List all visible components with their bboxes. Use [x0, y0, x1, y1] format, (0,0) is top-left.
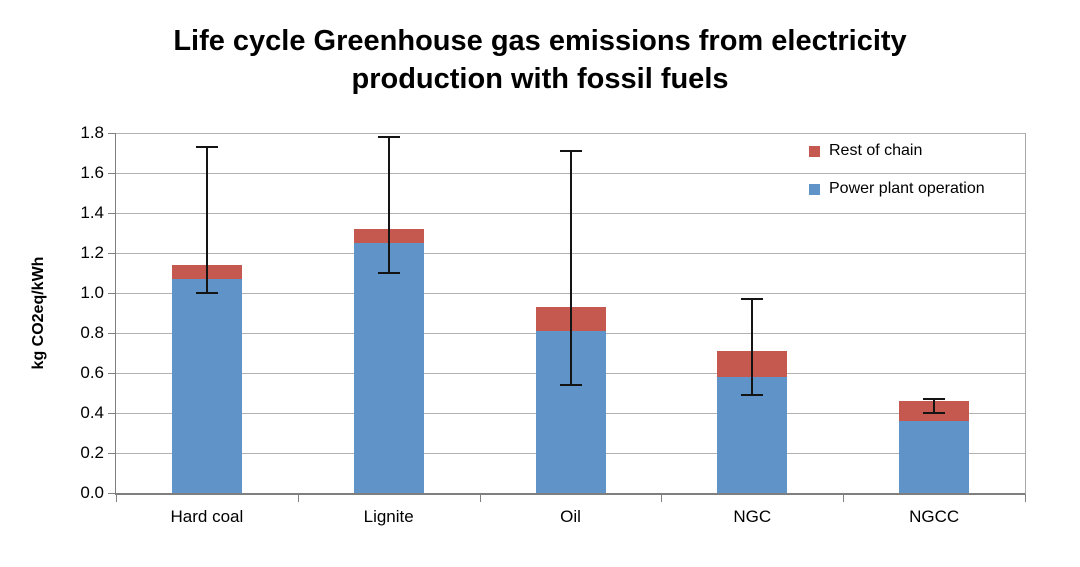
y-tick	[108, 333, 116, 334]
x-tick	[116, 495, 117, 502]
error-bar-cap-top	[195, 146, 218, 148]
error-bar-line	[569, 151, 572, 385]
x-axis-label: NGCC	[909, 507, 960, 526]
y-tick-label: 0.2	[80, 443, 104, 462]
y-tick	[108, 173, 116, 174]
error-bar-cap-bottom	[377, 272, 400, 274]
legend-swatch-rest-of-chain	[809, 145, 820, 157]
y-tick-label: 1.8	[80, 123, 104, 142]
legend-item-power-plant-operation: Power plant operation	[809, 179, 985, 199]
x-tick	[479, 495, 481, 502]
bar-segment-power-plant-operation	[171, 279, 242, 493]
y-tick	[108, 253, 116, 254]
x-axis-label: Lignite	[363, 507, 414, 526]
gridline	[116, 133, 1025, 134]
y-tick-label: 1.0	[80, 283, 104, 302]
y-tick	[108, 453, 116, 454]
legend-item-rest-of-chain: Rest of chain	[809, 141, 985, 161]
legend-label-power-plant-operation: Power plant operation	[829, 180, 985, 197]
y-axis-title: kg CO2eq/kWh	[30, 256, 47, 370]
x-tick	[661, 495, 663, 502]
bar-segment-power-plant-operation	[717, 377, 788, 493]
y-tick-label: 1.6	[80, 163, 104, 182]
bar-segment-power-plant-operation	[353, 243, 424, 493]
legend-swatch-power-plant-operation	[809, 183, 820, 195]
error-bar-cap-bottom	[923, 412, 946, 414]
error-bar-cap-top	[377, 136, 400, 138]
y-tick-label: 0.0	[80, 483, 104, 502]
error-bar-cap-bottom	[195, 292, 218, 294]
bar-segment-power-plant-operation	[899, 421, 970, 493]
y-tick-label: 1.4	[80, 203, 104, 222]
y-tick	[108, 213, 116, 214]
error-bar-cap-top	[559, 150, 582, 152]
legend-label-rest-of-chain: Rest of chain	[829, 142, 923, 159]
error-bar-cap-bottom	[559, 384, 582, 386]
y-tick-label: 0.6	[80, 363, 104, 382]
error-bar-line	[751, 299, 754, 395]
y-tick-label: 0.8	[80, 323, 104, 342]
plot-area: Rest of chain Power plant operation 0.0 0…	[80, 123, 1026, 526]
y-tick	[108, 293, 116, 294]
legend: Rest of chain Power plant operation	[809, 141, 985, 217]
error-bar-line	[205, 147, 208, 293]
error-bar-cap-top	[923, 398, 946, 400]
y-tick	[108, 413, 116, 414]
error-bar-line	[933, 399, 936, 413]
x-tick	[1025, 495, 1026, 502]
y-tick-label: 1.2	[80, 243, 104, 262]
error-bar-line	[387, 137, 390, 273]
x-tick	[843, 495, 845, 502]
chart-title: Life cycle Greenhouse gas emissions from…	[173, 25, 907, 96]
y-tick-label: 0.4	[80, 403, 104, 422]
y-tick	[108, 133, 116, 134]
error-bar-cap-bottom	[741, 394, 764, 396]
x-axis-label: Hard coal	[170, 507, 244, 526]
x-axis-label: NGC	[733, 507, 772, 526]
error-bar-cap-top	[741, 298, 764, 300]
x-tick	[297, 495, 299, 502]
y-tick	[108, 373, 116, 374]
x-axis-label: Oil	[560, 507, 581, 526]
y-tick	[108, 493, 116, 494]
